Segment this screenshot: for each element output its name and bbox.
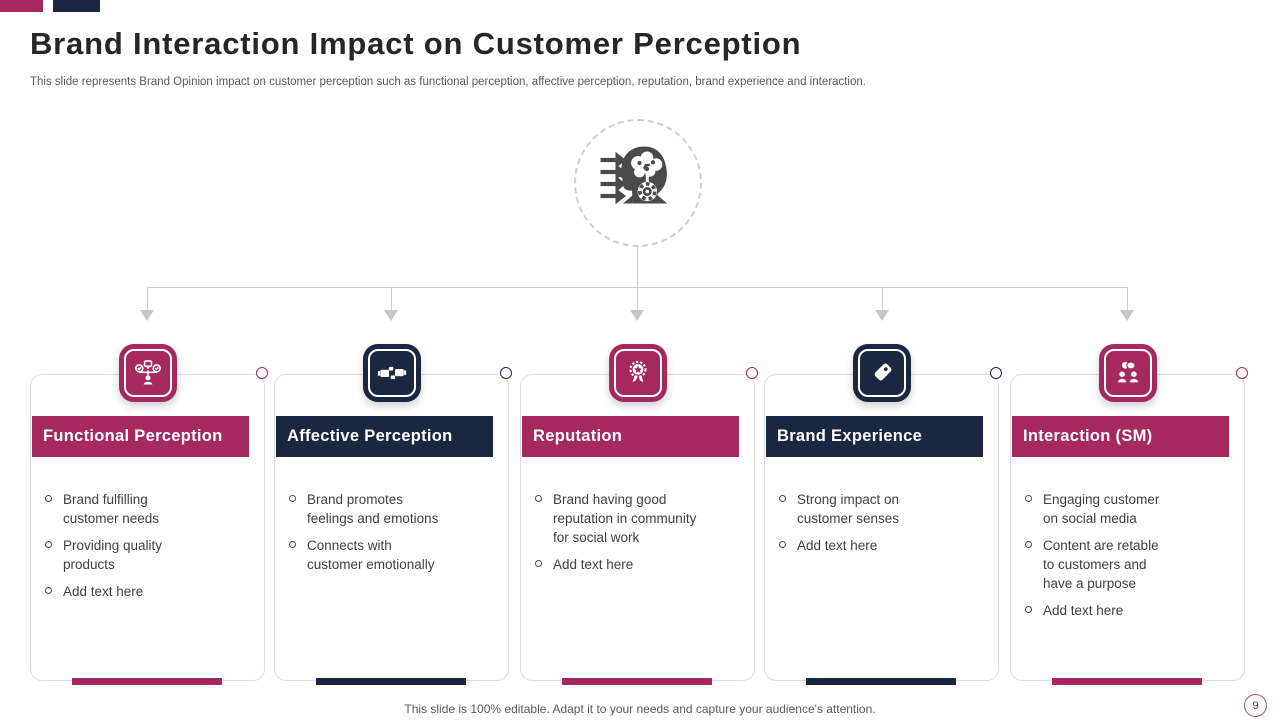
card-bottom-bar bbox=[1052, 678, 1202, 685]
card-title: Functional Perception bbox=[43, 427, 223, 445]
card-header-functional-perception: Functional Perception bbox=[32, 416, 249, 457]
bullet-icon bbox=[535, 560, 542, 567]
list-item: Brand having good reputation in communit… bbox=[532, 490, 742, 547]
bullet-list: Engaging customer on social media Conten… bbox=[1022, 490, 1232, 628]
list-item: Brand promotes feelings and emotions bbox=[286, 490, 496, 528]
corner-circle bbox=[746, 367, 758, 379]
connector-drop bbox=[147, 288, 148, 310]
card-header-interaction-sm: Interaction (SM) bbox=[1012, 416, 1229, 457]
card-bottom-bar bbox=[316, 678, 466, 685]
footer-note: This slide is 100% editable. Adapt it to… bbox=[404, 702, 876, 716]
bullet-icon bbox=[1025, 495, 1032, 502]
page-number-badge: 9 bbox=[1244, 694, 1267, 717]
corner-circle bbox=[256, 367, 268, 379]
list-item: Engaging customer on social media bbox=[1022, 490, 1232, 528]
head-brain-arrows-icon bbox=[590, 133, 686, 234]
connector-drop bbox=[1127, 288, 1128, 310]
card-header-affective-perception: Affective Perception bbox=[276, 416, 493, 457]
bullet-icon bbox=[289, 495, 296, 502]
list-item: Connects with customer emotionally bbox=[286, 536, 496, 574]
center-dashed-circle bbox=[574, 119, 702, 247]
arrow-down-icon bbox=[384, 310, 398, 321]
bullet-icon bbox=[1025, 541, 1032, 548]
corner-circle bbox=[990, 367, 1002, 379]
list-item: Add text here bbox=[1022, 601, 1232, 620]
card-bottom-bar bbox=[72, 678, 222, 685]
corner-circle bbox=[1236, 367, 1248, 379]
card-title: Reputation bbox=[533, 427, 623, 445]
list-item: Add text here bbox=[532, 555, 742, 574]
card-bottom-bar bbox=[562, 678, 712, 685]
social-interaction-icon bbox=[1099, 344, 1157, 402]
bullet-list: Brand having good reputation in communit… bbox=[532, 490, 742, 582]
bullet-icon bbox=[45, 587, 52, 594]
corner-circle bbox=[500, 367, 512, 379]
card-bottom-bar bbox=[806, 678, 956, 685]
bullet-list: Strong impact on customer senses Add tex… bbox=[776, 490, 986, 563]
card-header-reputation: Reputation bbox=[522, 416, 739, 457]
list-item: Providing quality products bbox=[42, 536, 252, 574]
page-subtitle: This slide represents Brand Opinion impa… bbox=[30, 76, 866, 88]
fist-bump-icon bbox=[363, 344, 421, 402]
connector-horizontal bbox=[147, 287, 1128, 288]
card-title: Affective Perception bbox=[287, 427, 453, 445]
list-item: Add text here bbox=[42, 582, 252, 601]
bullet-icon bbox=[779, 495, 786, 502]
card-header-brand-experience: Brand Experience bbox=[766, 416, 983, 457]
bullet-icon bbox=[535, 495, 542, 502]
brand-mark-pink bbox=[0, 0, 43, 12]
connector-drop bbox=[637, 288, 638, 310]
page-number: 9 bbox=[1252, 699, 1259, 712]
bullet-icon bbox=[289, 541, 296, 548]
award-ribbon-icon bbox=[609, 344, 667, 402]
bullet-icon bbox=[45, 541, 52, 548]
connector-drop bbox=[882, 288, 883, 310]
arrow-down-icon bbox=[1120, 310, 1134, 321]
arrow-down-icon bbox=[140, 310, 154, 321]
bullet-icon bbox=[1025, 606, 1032, 613]
arrow-down-icon bbox=[875, 310, 889, 321]
price-tag-icon bbox=[853, 344, 911, 402]
list-item: Brand fulfilling customer needs bbox=[42, 490, 252, 528]
arrow-down-icon bbox=[630, 310, 644, 321]
bullet-list: Brand fulfilling customer needs Providin… bbox=[42, 490, 252, 609]
bullet-icon bbox=[779, 541, 786, 548]
card-title: Brand Experience bbox=[777, 427, 923, 445]
page-title: Brand Interaction Impact on Customer Per… bbox=[30, 26, 802, 61]
bullet-icon bbox=[45, 495, 52, 502]
connector-drop bbox=[391, 288, 392, 310]
list-item: Content are retable to customers and hav… bbox=[1022, 536, 1232, 593]
card-title: Interaction (SM) bbox=[1023, 427, 1153, 445]
list-item: Strong impact on customer senses bbox=[776, 490, 986, 528]
bullet-list: Brand promotes feelings and emotions Con… bbox=[286, 490, 496, 582]
connector-vertical-from-circle bbox=[637, 247, 638, 287]
list-item: Add text here bbox=[776, 536, 986, 555]
customer-needs-icon bbox=[119, 344, 177, 402]
brand-mark-navy bbox=[53, 0, 100, 12]
